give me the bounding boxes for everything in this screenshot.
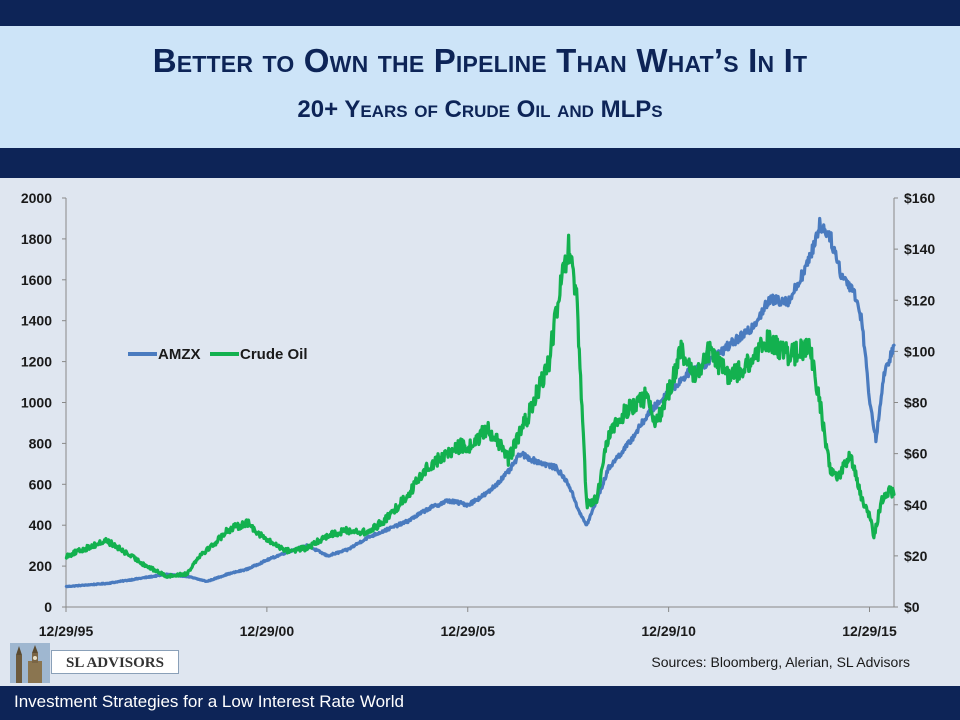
y-left-tick-label: 2000 [21, 190, 52, 206]
y-right-tick-label: $40 [904, 497, 928, 513]
line-chart: 0 200 400 600 800 1000 1200 1400 1600 1800 2000 $0… [21, 190, 936, 639]
sources-note: Sources: Bloomberg, Alerian, SL Advisors [651, 654, 910, 670]
x-tick-label: 12/29/95 [39, 623, 94, 639]
series-line-amzx [64, 216, 896, 589]
series-line-crude-oil [64, 233, 896, 579]
y-left-tick-label: 400 [29, 517, 53, 533]
series-lines [64, 216, 896, 589]
y-left-tick-label: 800 [29, 435, 53, 451]
y-right-tick-labels: $0 $20 $40 $60 $80 $100 $120 $140 $160 [894, 190, 935, 615]
legend-label-amzx: AMZX [158, 346, 201, 363]
clock-tower-icon [10, 643, 50, 683]
y-left-tick-label: 1200 [21, 354, 52, 370]
y-right-tick-label: $100 [904, 343, 935, 359]
x-tick-labels: 12/29/95 12/29/00 12/29/05 12/29/10 12/29/15 [39, 607, 897, 639]
x-tick-label: 12/29/05 [440, 623, 495, 639]
y-right-tick-label: $0 [904, 599, 920, 615]
y-left-tick-label: 1400 [21, 313, 52, 329]
y-right-tick-label: $140 [904, 241, 935, 257]
y-right-tick-label: $160 [904, 190, 935, 206]
y-right-tick-label: $80 [904, 395, 928, 411]
x-tick-label: 12/29/15 [842, 623, 897, 639]
slide-title: Better to Own the Pipeline Than What’s I… [152, 42, 808, 79]
footer-tagline: Investment Strategies for a Low Interest… [14, 692, 404, 711]
footer-bar: Investment Strategies for a Low Interest… [0, 686, 960, 720]
y-left-tick-label: 1800 [21, 231, 52, 247]
title-band [0, 26, 960, 148]
y-left-tick-label: 1000 [21, 395, 52, 411]
chart-legend: AMZX Crude Oil [128, 346, 308, 363]
y-right-tick-label: $20 [904, 548, 928, 564]
x-tick-label: 12/29/00 [240, 623, 295, 639]
sl-advisors-logo: SL ADVISORS [10, 643, 178, 683]
x-tick-label: 12/29/10 [641, 623, 696, 639]
y-left-tick-label: 200 [29, 558, 53, 574]
slide-subtitle: 20+ Years of Crude Oil and MLPs [297, 96, 663, 123]
legend-label-crude-oil: Crude Oil [240, 346, 308, 363]
y-right-tick-label: $120 [904, 292, 935, 308]
logo-text: SL ADVISORS [52, 651, 178, 673]
y-left-tick-label: 1600 [21, 272, 52, 288]
y-left-tick-label: 0 [44, 599, 52, 615]
top-banner-bar [0, 0, 960, 26]
divider-bar [0, 148, 960, 178]
y-left-tick-label: 600 [29, 476, 53, 492]
y-right-tick-label: $60 [904, 446, 928, 462]
y-left-tick-labels: 0 200 400 600 800 1000 1200 1400 1600 1800 2000 [21, 190, 66, 615]
